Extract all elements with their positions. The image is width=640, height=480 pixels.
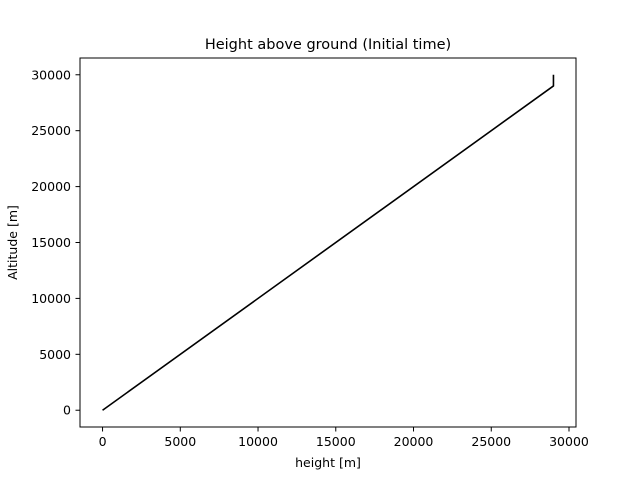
- y-tick-label: 30000: [31, 67, 71, 82]
- y-tick-label: 5000: [39, 347, 71, 362]
- y-tick-label: 20000: [31, 179, 71, 194]
- y-ticks: 0 5000 10000 15000 20000 25000 30000: [31, 67, 80, 418]
- y-axis-label: Altitude [m]: [5, 205, 20, 280]
- y-tick-label: 0: [63, 403, 71, 418]
- x-tick-label: 15000: [316, 434, 356, 449]
- y-tick-label: 15000: [31, 235, 71, 250]
- y-tick-label: 25000: [31, 123, 71, 138]
- chart-title: Height above ground (Initial time): [205, 37, 451, 53]
- plot-area: [80, 58, 576, 427]
- x-tick-label: 10000: [238, 434, 278, 449]
- x-axis-label: height [m]: [295, 455, 361, 470]
- series-layer: [102, 74, 555, 411]
- series-line-0: [102, 74, 555, 411]
- x-tick-label: 5000: [164, 434, 196, 449]
- x-tick-label: 20000: [394, 434, 434, 449]
- x-tick-label: 30000: [549, 434, 589, 449]
- x-tick-label: 25000: [471, 434, 511, 449]
- y-tick-label: 10000: [31, 291, 71, 306]
- x-tick-label: 0: [99, 434, 107, 449]
- x-ticks: 0 5000 10000 15000 20000 25000 30000: [99, 427, 589, 449]
